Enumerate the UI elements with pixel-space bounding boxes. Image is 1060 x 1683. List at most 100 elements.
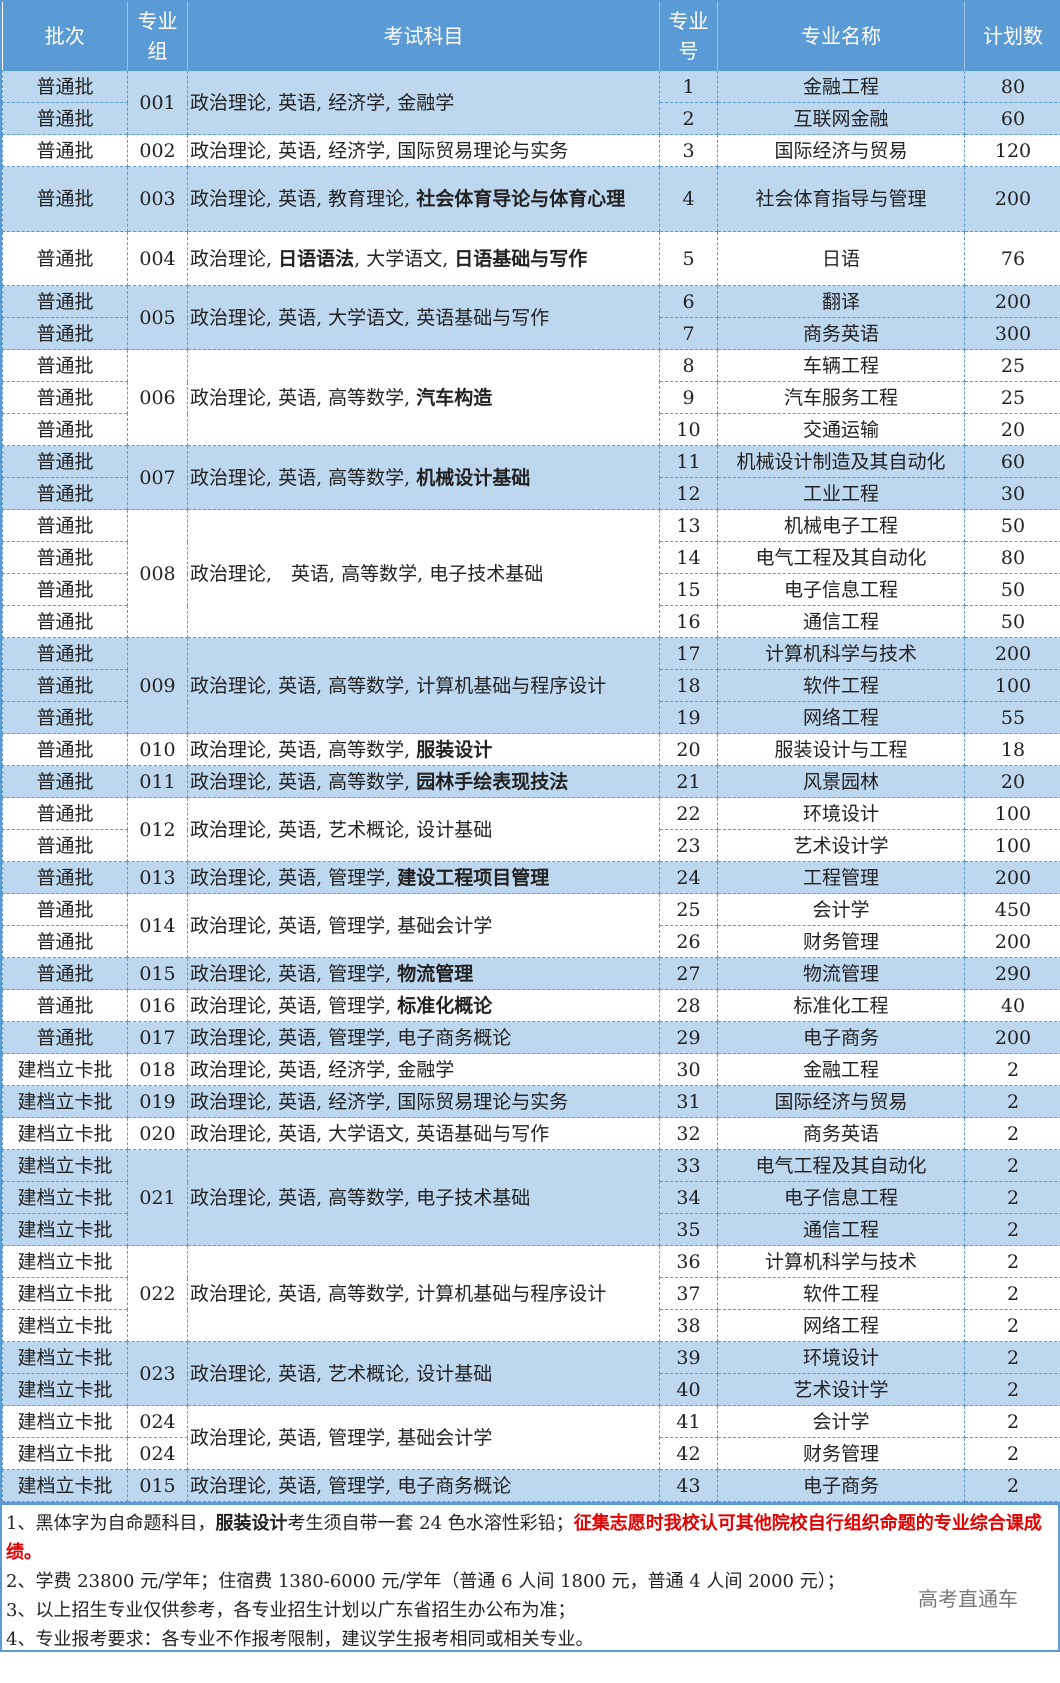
plan-count-cell: 2 xyxy=(964,1341,1060,1374)
batch-cell: 普通批 xyxy=(2,797,128,830)
batch-cell: 普通批 xyxy=(2,445,128,478)
header-group-text: 专业组 xyxy=(137,9,178,63)
major-no-cell: 43 xyxy=(659,1469,718,1502)
table-row: 普通批 011 政治理论, 英语, 高等数学, 园林手绘表现技法 21 风景园林 20 xyxy=(2,765,1060,798)
plan-count-cell: 290 xyxy=(964,957,1060,990)
major-name-cell: 工业工程 xyxy=(717,477,965,510)
major-name-cell: 机械设计制造及其自动化 xyxy=(717,445,965,478)
batch-cell: 普通批 xyxy=(2,166,128,232)
major-name-cell: 环境设计 xyxy=(717,797,965,830)
major-name-cell: 互联网金融 xyxy=(717,102,965,135)
plan-count-cell: 2 xyxy=(964,1085,1060,1118)
batch-cell: 普通批 xyxy=(2,381,128,414)
table-row: 普通批 005 政治理论, 英语, 大学语文, 英语基础与写作 6 翻译 200 xyxy=(2,285,1060,350)
major-name-cell: 翻译 xyxy=(717,285,965,318)
major-name-cell: 社会体育指导与管理 xyxy=(717,166,965,232)
major-name-cell: 网络工程 xyxy=(717,701,965,734)
plan-count-cell: 50 xyxy=(964,573,1060,606)
table-row: 普通批 7 商务英语 300 xyxy=(2,317,1060,350)
plan-count-cell: 450 xyxy=(964,893,1060,926)
plan-count-cell: 80 xyxy=(964,70,1060,103)
subjects-cell: 政治理论, 英语, 高等数学, 汽车构造 xyxy=(187,349,660,446)
batch-cell: 普通批 xyxy=(2,541,128,574)
subject-segment: 政治理论, 英语, 管理学, 电子商务概论 xyxy=(190,1026,512,1049)
major-no-cell: 38 xyxy=(659,1309,718,1342)
subjects-cell: 政治理论, 英语, 管理学, 基础会计学 xyxy=(187,1405,660,1470)
major-name-cell: 日语 xyxy=(717,231,965,286)
major-name-cell: 会计学 xyxy=(717,893,965,926)
plan-count-cell: 20 xyxy=(964,765,1060,798)
subjects-cell: 政治理论, 英语, 高等数学, 计算机基础与程序设计 xyxy=(187,1245,660,1342)
group-code-cell: 015 xyxy=(127,957,188,990)
subject-segment: 标准化概论 xyxy=(397,994,493,1017)
table-row: 普通批 19 网络工程 55 xyxy=(2,701,1060,734)
table-row: 普通批 009 政治理论, 英语, 高等数学, 计算机基础与程序设计 17 计算机科学与… xyxy=(2,637,1060,734)
table-row: 普通批 015 政治理论, 英语, 管理学, 物流管理 27 物流管理 290 xyxy=(2,957,1060,990)
major-no-cell: 40 xyxy=(659,1373,718,1406)
major-name-cell: 国际经济与贸易 xyxy=(717,1085,965,1118)
plan-count-cell: 76 xyxy=(964,231,1060,286)
table-row: 普通批 008 政治理论, 英语, 高等数学, 电子技术基础 13 机械电子工程 50 xyxy=(2,509,1060,638)
batch-cell: 建档立卡批 xyxy=(2,1373,128,1406)
subject-segment: 政治理论, 英语, 管理学, 电子商务概论 xyxy=(190,1474,512,1497)
admission-plan-table: 批次 专业组 考试科目 专业号 专业名称 计划数 普通批 001 政治理论, 英语,… xyxy=(2,2,1060,1502)
table-row: 建档立卡批 022 政治理论, 英语, 高等数学, 计算机基础与程序设计 36 计算机科… xyxy=(2,1245,1060,1342)
subject-segment: 政治理论, 英语, 经济学, 金融学 xyxy=(190,1058,455,1081)
note-1-segment: 服装设计 xyxy=(215,1513,288,1534)
plan-count-cell: 25 xyxy=(964,349,1060,382)
table-row: 建档立卡批 024 政治理论, 英语, 管理学, 基础会计学 41 会计学 2 xyxy=(2,1405,1060,1470)
table-row: 普通批 014 政治理论, 英语, 管理学, 基础会计学 25 会计学 450 xyxy=(2,893,1060,958)
table-row: 普通批 26 财务管理 200 xyxy=(2,925,1060,958)
table-row: 普通批 010 政治理论, 英语, 高等数学, 服装设计 20 服装设计与工程 18 xyxy=(2,733,1060,766)
group-code-cell: 004 xyxy=(127,231,188,286)
major-no-cell: 31 xyxy=(659,1085,718,1118)
batch-cell: 普通批 xyxy=(2,605,128,638)
batch-cell: 普通批 xyxy=(2,317,128,350)
major-no-cell: 29 xyxy=(659,1021,718,1054)
batch-cell: 普通批 xyxy=(2,669,128,702)
plan-count-cell: 80 xyxy=(964,541,1060,574)
major-name-cell: 商务英语 xyxy=(717,1117,965,1150)
header-group: 专业组 xyxy=(127,2,188,71)
table-header: 批次 专业组 考试科目 专业号 专业名称 计划数 xyxy=(2,2,1060,71)
batch-cell: 建档立卡批 xyxy=(2,1149,128,1182)
batch-cell: 普通批 xyxy=(2,925,128,958)
major-no-cell: 8 xyxy=(659,349,718,382)
plan-count-cell: 200 xyxy=(964,925,1060,958)
major-no-cell: 5 xyxy=(659,231,718,286)
table-row: 普通批 001 政治理论, 英语, 经济学, 金融学 1 金融工程 80 xyxy=(2,70,1060,135)
header-batch: 批次 xyxy=(2,2,128,71)
group-code-cell: 010 xyxy=(127,733,188,766)
plan-count-cell: 50 xyxy=(964,509,1060,542)
subjects-cell: 政治理论, 英语, 高等数学, 计算机基础与程序设计 xyxy=(187,637,660,734)
plan-count-cell: 18 xyxy=(964,733,1060,766)
major-no-cell: 2 xyxy=(659,102,718,135)
note-1-segment: 1、黑体字为自命题科目， xyxy=(6,1513,216,1534)
plan-count-cell: 100 xyxy=(964,829,1060,862)
major-no-cell: 41 xyxy=(659,1405,718,1438)
major-name-cell: 风景园林 xyxy=(717,765,965,798)
batch-cell: 建档立卡批 xyxy=(2,1181,128,1214)
subject-segment: 园林手绘表现技法 xyxy=(416,770,569,793)
plan-count-cell: 40 xyxy=(964,989,1060,1022)
major-name-cell: 艺术设计学 xyxy=(717,1373,965,1406)
batch-cell: 普通批 xyxy=(2,765,128,798)
subjects-cell: 政治理论, 英语, 管理学, 标准化概论 xyxy=(187,989,660,1022)
subject-segment: 建设工程项目管理 xyxy=(397,866,550,889)
plan-count-cell: 50 xyxy=(964,605,1060,638)
major-no-cell: 42 xyxy=(659,1437,718,1470)
major-name-cell: 电气工程及其自动化 xyxy=(717,1149,965,1182)
table-row: 普通批 18 软件工程 100 xyxy=(2,669,1060,702)
subjects-cell: 政治理论, 英语, 高等数学, 电子技术基础 xyxy=(187,1149,660,1246)
subjects-cell: 政治理论, 英语, 经济学, 金融学 xyxy=(187,70,660,135)
batch-cell: 普通批 xyxy=(2,413,128,446)
subject-segment: 机械设计基础 xyxy=(416,466,531,489)
group-code-cell: 023 xyxy=(127,1341,188,1406)
major-no-cell: 3 xyxy=(659,134,718,167)
major-name-cell: 计算机科学与技术 xyxy=(717,637,965,670)
batch-cell: 普通批 xyxy=(2,893,128,926)
table-row: 普通批 006 政治理论, 英语, 高等数学, 汽车构造 8 车辆工程 25 xyxy=(2,349,1060,446)
header-major-no-text: 专业号 xyxy=(668,9,709,63)
subjects-cell: 政治理论, 英语, 教育理论, 社会体育导论与体育心理 xyxy=(187,166,660,232)
subject-segment: 社会体育导论与体育心理 xyxy=(416,188,626,210)
